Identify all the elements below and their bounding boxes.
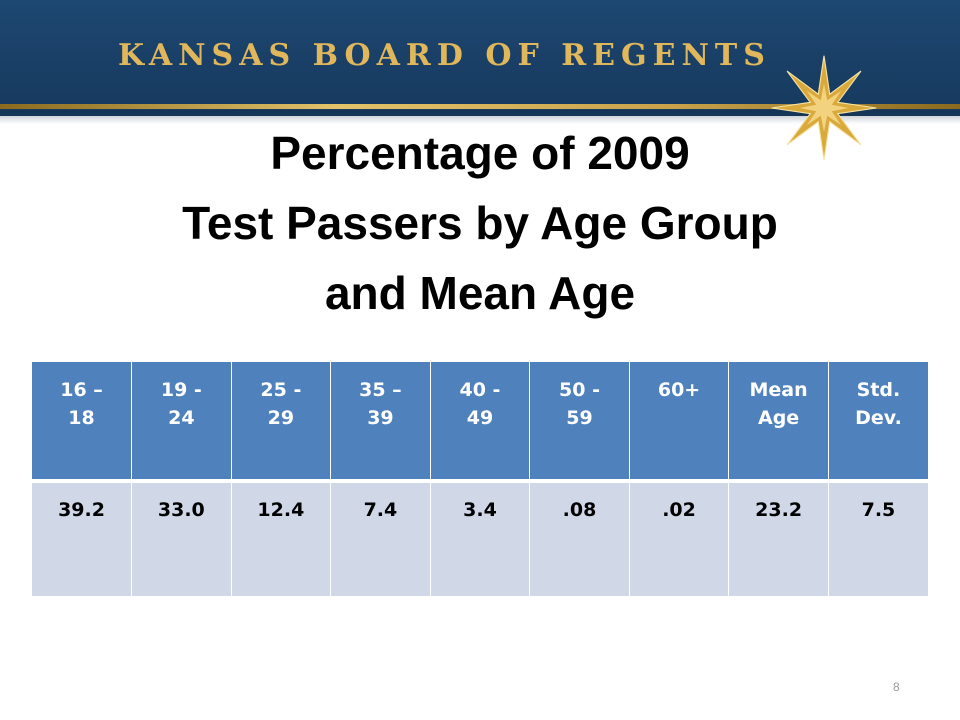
table-row: 39.2 33.0 12.4 7.4 3.4 .08 .02 23.2 7.5 — [32, 481, 928, 596]
header-line: 40 - — [459, 379, 501, 401]
table-cell: 39.2 — [32, 481, 133, 596]
header-line: 29 — [267, 407, 295, 429]
page-number: 8 — [893, 680, 900, 694]
age-group-table: 16 –18 19 -24 25 -29 35 –39 40 -49 50 -5… — [32, 362, 928, 596]
header-cell: 60+ — [629, 362, 730, 483]
header-cell: 19 - 24 — [131, 362, 232, 483]
header-line: 50 - — [559, 379, 600, 401]
header-cell: 25 - 29 — [231, 362, 332, 483]
gold-divider — [0, 104, 960, 109]
header-line: 49 — [466, 407, 494, 429]
header-line: 35 – — [359, 379, 402, 401]
header-cell: Std. Dev. — [828, 362, 928, 483]
header-banner — [0, 0, 960, 116]
header-cell: 16 – 18 — [32, 362, 133, 483]
header-line: Mean — [749, 379, 808, 401]
header-cell: 50 - 59 — [529, 362, 630, 483]
table-cell: 33.0 — [131, 481, 232, 596]
table-cell: 12.4 — [231, 481, 332, 596]
header-line: 24 — [168, 407, 195, 429]
header-line: Std. — [856, 379, 901, 401]
header-line: 16 – — [60, 379, 103, 401]
table-cell: .02 — [629, 481, 730, 596]
header-line: Dev. — [855, 407, 902, 429]
table-cell: 7.5 — [828, 481, 928, 596]
header-line: 25 - — [260, 379, 302, 401]
header-cell: 40 - 49 — [430, 362, 531, 483]
header-line: 19 - — [160, 379, 202, 401]
star-icon — [771, 55, 877, 161]
header-line: 60+ — [657, 379, 701, 401]
header-line: 18 — [68, 407, 95, 429]
header-cell: 35 – 39 — [330, 362, 431, 483]
table-cell: 3.4 — [430, 481, 531, 596]
title-line-2: Test Passers by Age Group — [182, 197, 778, 249]
header-line: 59 — [566, 407, 593, 429]
table-header-row: 16 –18 19 -24 25 -29 35 –39 40 -49 50 -5… — [32, 362, 928, 483]
slide-title: Percentage of 2009 Test Passers by Age G… — [40, 118, 920, 328]
header-cell: Mean Age — [728, 362, 829, 483]
title-line-3: and Mean Age — [324, 267, 636, 319]
table-cell: .08 — [529, 481, 630, 596]
header-line: Age — [758, 407, 800, 429]
title-line-1: Percentage of 2009 — [270, 127, 690, 179]
table-cell: 23.2 — [728, 481, 829, 596]
header-line: 39 — [367, 407, 394, 429]
org-name: KANSAS BOARD OF REGENTS — [118, 38, 771, 73]
table-cell: 7.4 — [330, 481, 431, 596]
banner-shadow — [0, 110, 960, 124]
